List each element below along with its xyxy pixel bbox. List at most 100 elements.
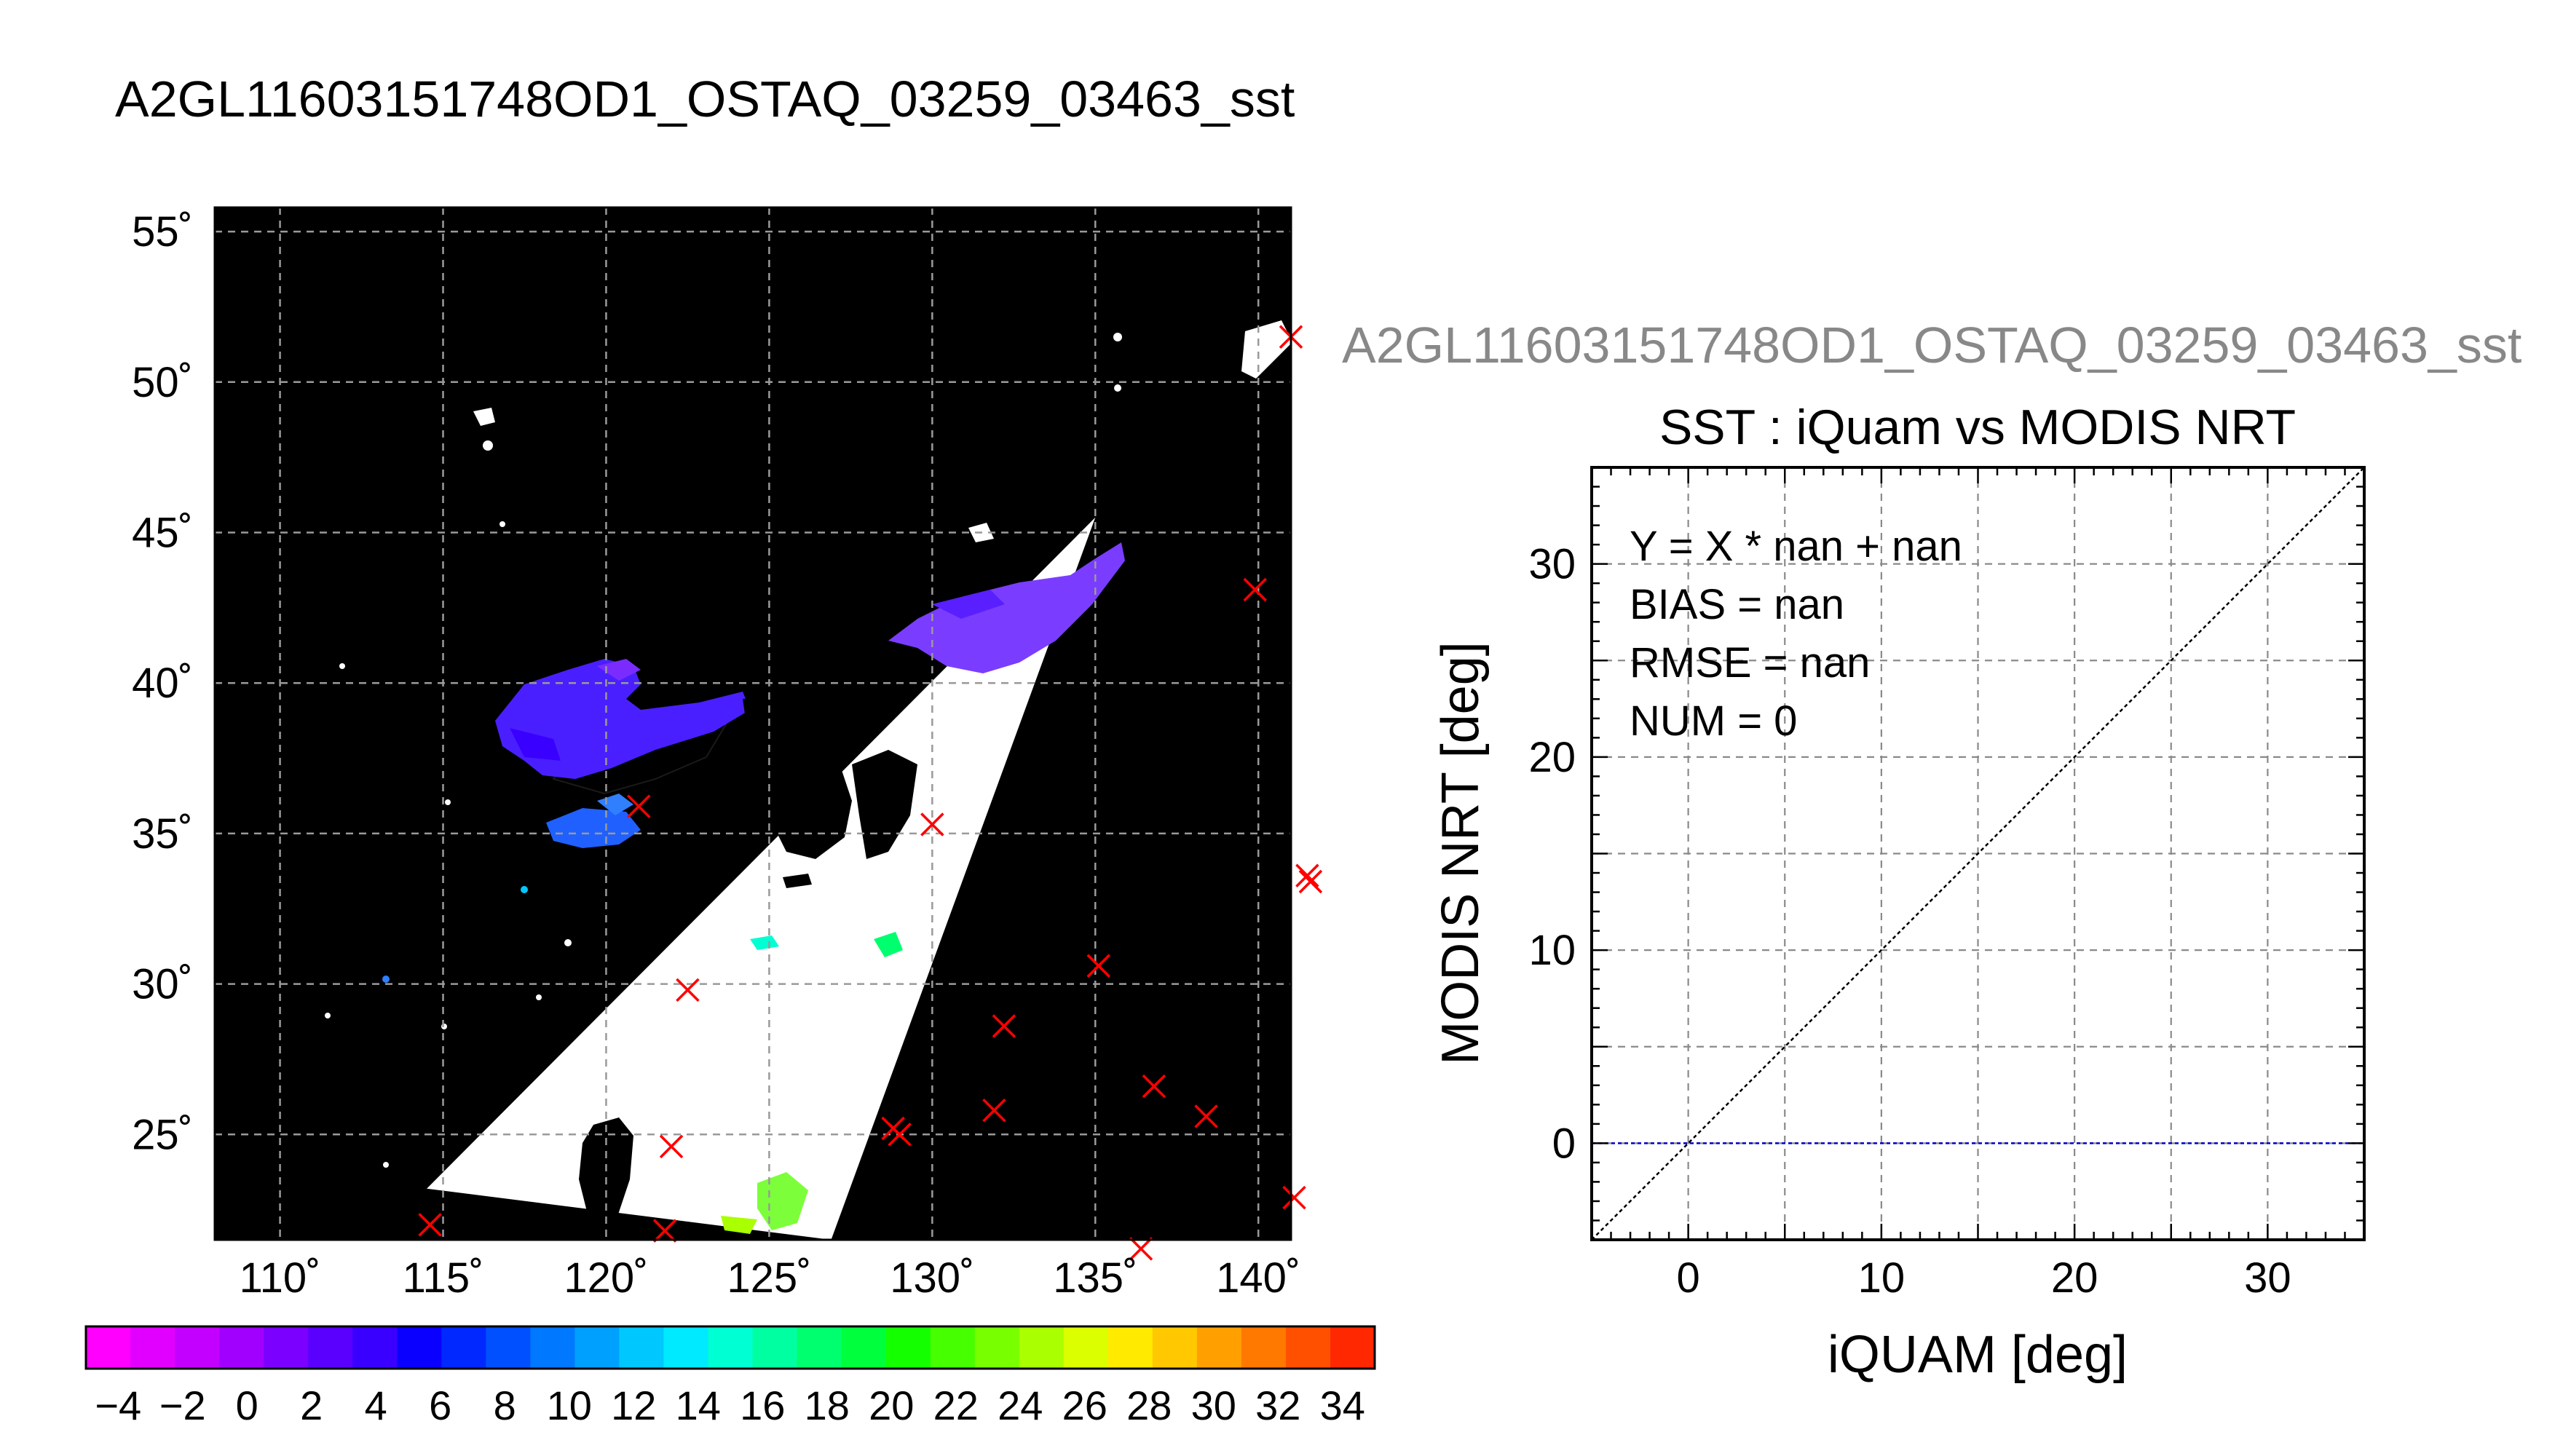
colorbar-cell: [86, 1326, 131, 1369]
one-to-one-line: [1592, 467, 2364, 1240]
lat-tick-label: 50˚: [132, 359, 193, 406]
buoy-marker: [1282, 1185, 1306, 1210]
colorbar-cell: [797, 1326, 842, 1369]
buoy-marker: [418, 1213, 442, 1237]
lon-tick-label: 130˚: [890, 1254, 974, 1302]
colorbar-cell: [1063, 1326, 1109, 1369]
sst-overlay: [325, 320, 1291, 1234]
lon-tick-label: 135˚: [1053, 1254, 1137, 1302]
buoy-marker: [1129, 1237, 1153, 1261]
colorbar-tick-label: 34: [1320, 1382, 1365, 1428]
japan-kyushu: [852, 750, 917, 859]
colorbar-frame: [84, 1325, 1376, 1370]
y-tick-label: 0: [1552, 1120, 1576, 1167]
lat-tick-label: 35˚: [132, 810, 193, 858]
latitude-tick-labels: 25˚ 30˚ 35˚ 40˚ 45˚ 50˚ 55˚: [132, 208, 193, 1158]
warm-sst-patch: [757, 1172, 808, 1230]
colorbar-cell: [1019, 1326, 1065, 1369]
scatter-ticks: 0 10 20 30 0 10 20 30: [1528, 466, 2366, 1302]
colorbar-tick-label: 28: [1126, 1382, 1172, 1428]
x-tick-label: 20: [2051, 1254, 2098, 1302]
buoy-marker: [627, 794, 651, 818]
lat-tick-label: 55˚: [132, 208, 193, 256]
x-tick-label: 10: [1858, 1254, 1906, 1302]
stats-block: Y = X * nan + nan BIAS = nan RMSE = nan …: [1630, 523, 1962, 745]
buoy-marker: [652, 1219, 677, 1243]
lon-tick-label: 110˚: [240, 1254, 321, 1302]
yellow-sea-sst: [546, 808, 641, 848]
buoy-markers: [418, 325, 1323, 1261]
buoy-marker: [1298, 869, 1323, 894]
colorbar-cell: [974, 1326, 1020, 1369]
buoy-marker: [992, 1014, 1016, 1038]
colorbar-tick-label: 8: [494, 1382, 516, 1428]
scatter-supertitle: A2GL11603151748OD1_OSTAQ_03259_03463_sst: [1342, 317, 2522, 373]
sakhalin-fragment: [1241, 320, 1291, 379]
colorbar-cell: [885, 1326, 931, 1369]
scatter-gridlines: [1592, 467, 2364, 1240]
scatter-y-axis-label: MODIS NRT [deg]: [1431, 641, 1490, 1065]
map-frame: [213, 206, 1292, 1241]
scatter-title: SST : iQuam vs MODIS NRT: [1659, 400, 2296, 455]
colorbar-tick-label: 32: [1255, 1382, 1300, 1428]
colorbar-cell: [619, 1326, 665, 1369]
colorbar-cell: [841, 1326, 887, 1369]
colorbar-cell: [1152, 1326, 1198, 1369]
jeju-island: [783, 874, 812, 888]
colorbar-tick-labels: −4 −2 0 2 4 6 8 10 12 14 16 18 20 22 24 26 28 30 32 34: [95, 1382, 1365, 1428]
scatter-x-axis-label: iQUAM [deg]: [1828, 1326, 2128, 1384]
colorbar-tick-label: 14: [676, 1382, 721, 1428]
colorbar-tick-label: 30: [1191, 1382, 1236, 1428]
scatter-panel: A2GL11603151748OD1_OSTAQ_03259_03463_sst…: [1342, 317, 2522, 1384]
lat-tick-label: 40˚: [132, 660, 193, 707]
colorbar-tick-label: 18: [805, 1382, 850, 1428]
colorbar-cell: [1107, 1326, 1153, 1369]
colorbar-cells: [86, 1326, 1375, 1369]
buoy-marker: [1194, 1104, 1218, 1128]
x-tick-label: 30: [2244, 1254, 2291, 1302]
sst-colorbar: −4 −2 0 2 4 6 8 10 12 14 16 18 20 22 24 26 28 30 32 34: [84, 1325, 1376, 1428]
buoy-marker: [1243, 577, 1267, 602]
longitude-tick-labels: 110˚ 115˚ 120˚ 125˚ 130˚ 135˚ 140˚: [240, 1254, 1301, 1302]
x-tick-label: 0: [1676, 1254, 1699, 1302]
y-tick-label: 10: [1528, 927, 1576, 974]
colorbar-tick-label: 10: [547, 1382, 592, 1428]
colorbar-tick-label: 20: [869, 1382, 914, 1428]
lat-tick-label: 30˚: [132, 961, 193, 1008]
buoy-marker: [1295, 863, 1319, 888]
colorbar-tick-label: −2: [159, 1382, 206, 1428]
colorbar-cell: [663, 1326, 709, 1369]
buoy-marker: [920, 812, 944, 836]
colorbar-tick-label: 16: [740, 1382, 785, 1428]
buoy-marker: [982, 1098, 1006, 1123]
lat-tick-label: 25˚: [132, 1111, 193, 1158]
colorbar-tick-label: 2: [300, 1382, 323, 1428]
buoy-marker: [1142, 1074, 1166, 1099]
colorbar-cell: [175, 1326, 220, 1369]
lon-tick-label: 125˚: [727, 1254, 811, 1302]
buoy-marker: [659, 1134, 684, 1159]
map-gridlines: [215, 207, 1291, 1240]
colorbar-cell: [708, 1326, 754, 1369]
lon-tick-label: 120˚: [564, 1254, 648, 1302]
colorbar-tick-label: 26: [1062, 1382, 1107, 1428]
colorbar-cell: [574, 1326, 620, 1369]
colorbar-cell: [930, 1326, 976, 1369]
colorbar-tick-label: −4: [95, 1382, 141, 1428]
colorbar-cell: [1241, 1326, 1287, 1369]
y-tick-label: 20: [1528, 734, 1576, 781]
lon-tick-label: 115˚: [403, 1254, 484, 1302]
figure-title: A2GL11603151748OD1_OSTAQ_03259_03463_sst: [115, 71, 1295, 127]
colorbar-cell: [752, 1326, 798, 1369]
colorbar-cell: [219, 1326, 264, 1369]
colorbar-cell: [397, 1326, 442, 1369]
colorbar-cell: [130, 1326, 175, 1369]
colorbar-cell: [1196, 1326, 1242, 1369]
buoy-marker: [676, 978, 700, 1002]
stats-bias: BIAS = nan: [1630, 581, 1844, 628]
reference-lines: [1592, 467, 2364, 1240]
colorbar-cell: [486, 1326, 531, 1369]
colorbar-cell: [530, 1326, 575, 1369]
colorbar-cell: [1285, 1326, 1331, 1369]
